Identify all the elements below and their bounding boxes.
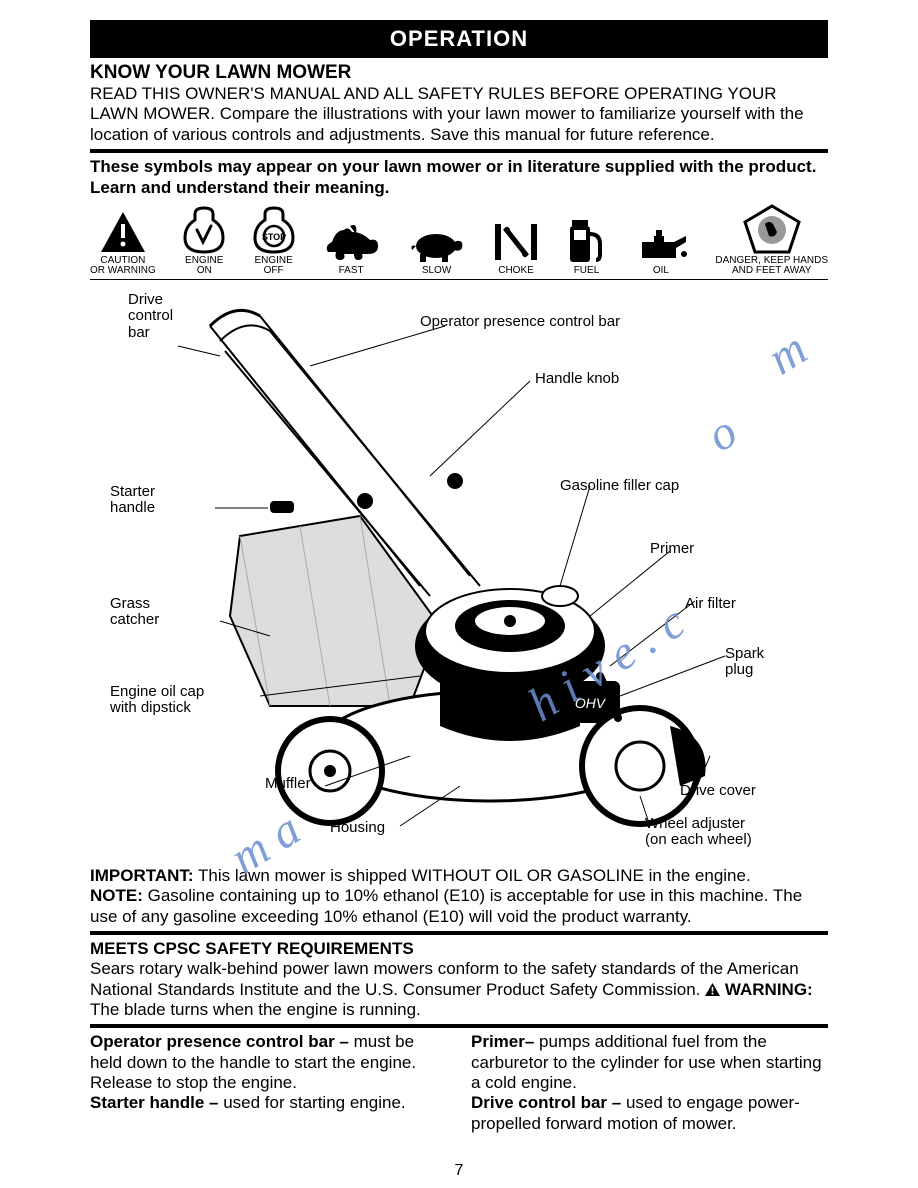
sym-label: CHOKE <box>498 266 534 277</box>
label-handle-knob: Handle knob <box>535 371 619 388</box>
definitions-right: Primer– pumps additional fuel from the c… <box>471 1032 828 1134</box>
know-title: KNOW YOUR LAWN MOWER <box>90 62 828 84</box>
divider <box>90 1024 828 1028</box>
label-gasoline-cap: Gasoline filler cap <box>560 478 679 495</box>
sym-label: FAST <box>339 266 364 277</box>
label-starter-handle: Starter handle <box>110 484 155 517</box>
important-label: IMPORTANT: <box>90 866 194 885</box>
symbol-danger: DANGER, KEEP HANDS AND FEET AWAY <box>715 204 828 277</box>
rabbit-icon <box>322 224 380 264</box>
warning-triangle-icon <box>705 983 720 996</box>
divider <box>90 931 828 935</box>
label-drive-cover: Drive cover <box>680 783 756 800</box>
danger-hands-icon <box>743 204 801 254</box>
definitions: Operator presence control bar – must be … <box>90 1032 828 1134</box>
cpsc-title: MEETS CPSC SAFETY REQUIREMENTS <box>90 939 828 959</box>
label-spark-plug: Spark plug <box>725 646 764 679</box>
label-grass-catcher: Grass catcher <box>110 596 159 629</box>
symbol-fast: FAST <box>322 224 380 277</box>
note-text: Gasoline containing up to 10% ethanol (E… <box>90 886 802 925</box>
label-housing: Housing <box>330 820 385 837</box>
sym-label: OR WARNING <box>90 266 156 277</box>
symbol-oil: OIL <box>634 228 688 277</box>
label-operator-presence: Operator presence control bar <box>420 314 620 331</box>
symbol-fuel: FUEL <box>566 218 606 277</box>
sym-label: OIL <box>653 266 669 277</box>
cpsc-warn-label: WARNING: <box>725 980 813 999</box>
sym-label: FUEL <box>574 266 600 277</box>
label-air-filter: Air filter <box>685 596 736 613</box>
symbols-row: CAUTION OR WARNING ENGINE ON STOP ENGINE… <box>90 204 828 280</box>
engine-on-icon <box>183 206 225 254</box>
important-text: This lawn mower is shipped WITHOUT OIL O… <box>194 866 751 885</box>
cpsc-text: Sears rotary walk-behind power lawn mowe… <box>90 959 799 998</box>
cpsc-warn-text: The blade turns when the engine is runni… <box>90 1000 421 1019</box>
def-starter-label: Starter handle – <box>90 1093 219 1112</box>
mower-diagram: OHV h i v e . c o m m a Drive cont <box>90 286 828 866</box>
label-primer: Primer <box>650 541 694 558</box>
label-muffler: Muffler <box>265 776 311 793</box>
important-note: IMPORTANT: This lawn mower is shipped WI… <box>90 866 828 886</box>
watermark: m <box>758 321 817 386</box>
sym-label: AND FEET AWAY <box>732 266 811 277</box>
page-number: 7 <box>455 1162 464 1180</box>
note-label: NOTE: <box>90 886 143 905</box>
symbols-intro: These symbols may appear on your lawn mo… <box>90 157 828 198</box>
symbol-caution: CAUTION OR WARNING <box>90 210 156 277</box>
svg-text:OHV: OHV <box>575 695 607 711</box>
mower-illustration: OHV <box>150 286 750 856</box>
symbol-engine-on: ENGINE ON <box>183 206 225 277</box>
warning-triangle-icon <box>99 210 147 254</box>
symbol-slow: SLOW <box>408 228 466 277</box>
def-drive-label: Drive control bar – <box>471 1093 621 1112</box>
label-drive-control-bar: Drive control bar <box>128 292 173 342</box>
turtle-icon <box>408 228 466 264</box>
def-primer-label: Primer– <box>471 1032 534 1051</box>
def-op-label: Operator presence control bar – <box>90 1032 349 1051</box>
svg-text:STOP: STOP <box>261 232 285 242</box>
engine-off-icon: STOP <box>253 206 295 254</box>
choke-icon <box>493 220 539 264</box>
note: NOTE: Gasoline containing up to 10% etha… <box>90 886 828 927</box>
divider <box>90 149 828 153</box>
know-body: READ THIS OWNER'S MANUAL AND ALL SAFETY … <box>90 84 828 145</box>
label-wheel-adjuster: Wheel adjuster (on each wheel) <box>645 816 752 849</box>
fuel-pump-icon <box>566 218 606 264</box>
section-banner: OPERATION <box>90 20 828 58</box>
definitions-left: Operator presence control bar – must be … <box>90 1032 447 1134</box>
cpsc-body: Sears rotary walk-behind power lawn mowe… <box>90 959 828 1020</box>
def-starter-text: used for starting engine. <box>219 1093 406 1112</box>
symbol-choke: CHOKE <box>493 220 539 277</box>
sym-label: SLOW <box>422 266 451 277</box>
symbol-engine-off: STOP ENGINE OFF <box>253 206 295 277</box>
oil-can-icon <box>634 228 688 264</box>
sym-label: OFF <box>264 266 284 277</box>
label-engine-oil-cap: Engine oil cap with dipstick <box>110 684 204 717</box>
sym-label: ON <box>197 266 212 277</box>
